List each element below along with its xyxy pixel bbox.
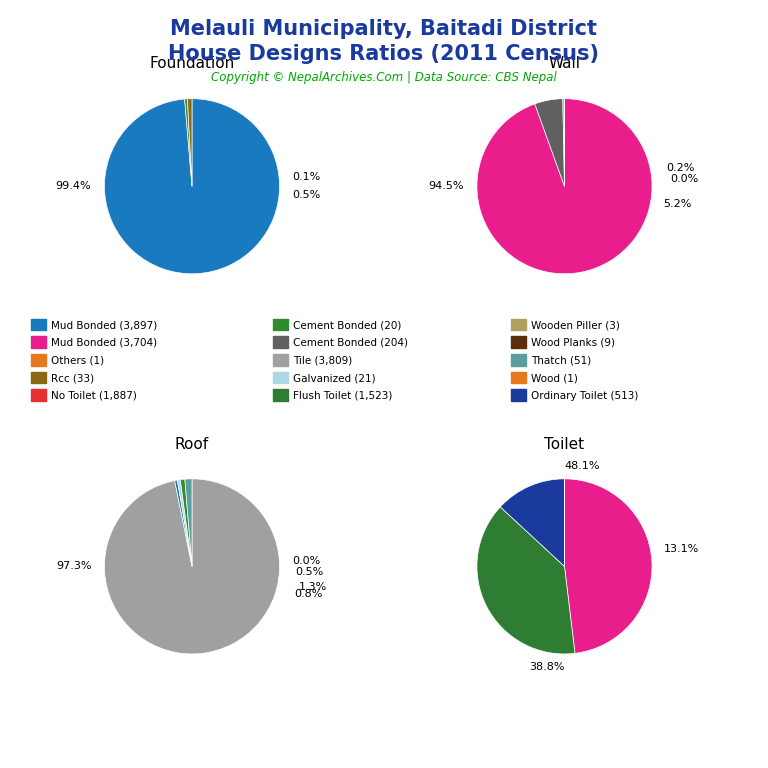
Text: Mud Bonded (3,897): Mud Bonded (3,897) xyxy=(51,320,157,330)
Wedge shape xyxy=(535,99,564,187)
Text: Mud Bonded (3,704): Mud Bonded (3,704) xyxy=(51,338,157,348)
Wedge shape xyxy=(177,480,192,567)
Wedge shape xyxy=(477,507,575,654)
Wedge shape xyxy=(564,479,652,654)
Text: Wood (1): Wood (1) xyxy=(531,373,578,383)
Text: Melauli Municipality, Baitadi District
House Designs Ratios (2011 Census): Melauli Municipality, Baitadi District H… xyxy=(168,19,600,64)
Text: 0.8%: 0.8% xyxy=(294,589,323,599)
Text: 0.5%: 0.5% xyxy=(295,567,323,577)
Text: Copyright © NepalArchives.Com | Data Source: CBS Nepal: Copyright © NepalArchives.Com | Data Sou… xyxy=(211,71,557,84)
Wedge shape xyxy=(477,99,652,273)
Text: Cement Bonded (20): Cement Bonded (20) xyxy=(293,320,402,330)
Text: Wooden Piller (3): Wooden Piller (3) xyxy=(531,320,621,330)
Text: Wood Planks (9): Wood Planks (9) xyxy=(531,338,615,348)
Wedge shape xyxy=(185,479,192,567)
Wedge shape xyxy=(104,479,280,654)
Text: Galvanized (21): Galvanized (21) xyxy=(293,373,376,383)
Text: Thatch (51): Thatch (51) xyxy=(531,356,591,366)
Title: Roof: Roof xyxy=(175,437,209,452)
Text: 94.5%: 94.5% xyxy=(429,181,464,191)
Text: 5.2%: 5.2% xyxy=(664,199,692,209)
Text: Flush Toilet (1,523): Flush Toilet (1,523) xyxy=(293,391,392,401)
Text: 0.0%: 0.0% xyxy=(293,556,321,566)
Title: Toilet: Toilet xyxy=(545,437,584,452)
Wedge shape xyxy=(104,99,280,273)
Text: Ordinary Toilet (513): Ordinary Toilet (513) xyxy=(531,391,639,401)
Text: 38.8%: 38.8% xyxy=(529,662,564,672)
Text: 0.0%: 0.0% xyxy=(670,174,698,184)
Wedge shape xyxy=(563,99,564,187)
Wedge shape xyxy=(184,99,192,187)
Text: Others (1): Others (1) xyxy=(51,356,104,366)
Title: Wall: Wall xyxy=(548,57,581,71)
Text: Rcc (33): Rcc (33) xyxy=(51,373,94,383)
Text: 0.2%: 0.2% xyxy=(666,164,694,174)
Text: 0.1%: 0.1% xyxy=(293,173,320,183)
Text: 97.3%: 97.3% xyxy=(56,561,91,571)
Text: 0.5%: 0.5% xyxy=(293,190,320,200)
Text: No Toilet (1,887): No Toilet (1,887) xyxy=(51,391,137,401)
Text: 99.4%: 99.4% xyxy=(56,181,91,191)
Wedge shape xyxy=(180,479,192,567)
Wedge shape xyxy=(500,479,564,567)
Text: 13.1%: 13.1% xyxy=(664,544,699,554)
Text: 48.1%: 48.1% xyxy=(564,461,600,471)
Title: Foundation: Foundation xyxy=(149,57,235,71)
Text: 1.3%: 1.3% xyxy=(299,582,327,592)
Wedge shape xyxy=(174,480,192,567)
Text: Tile (3,809): Tile (3,809) xyxy=(293,356,353,366)
Wedge shape xyxy=(187,99,192,187)
Text: Cement Bonded (204): Cement Bonded (204) xyxy=(293,338,409,348)
